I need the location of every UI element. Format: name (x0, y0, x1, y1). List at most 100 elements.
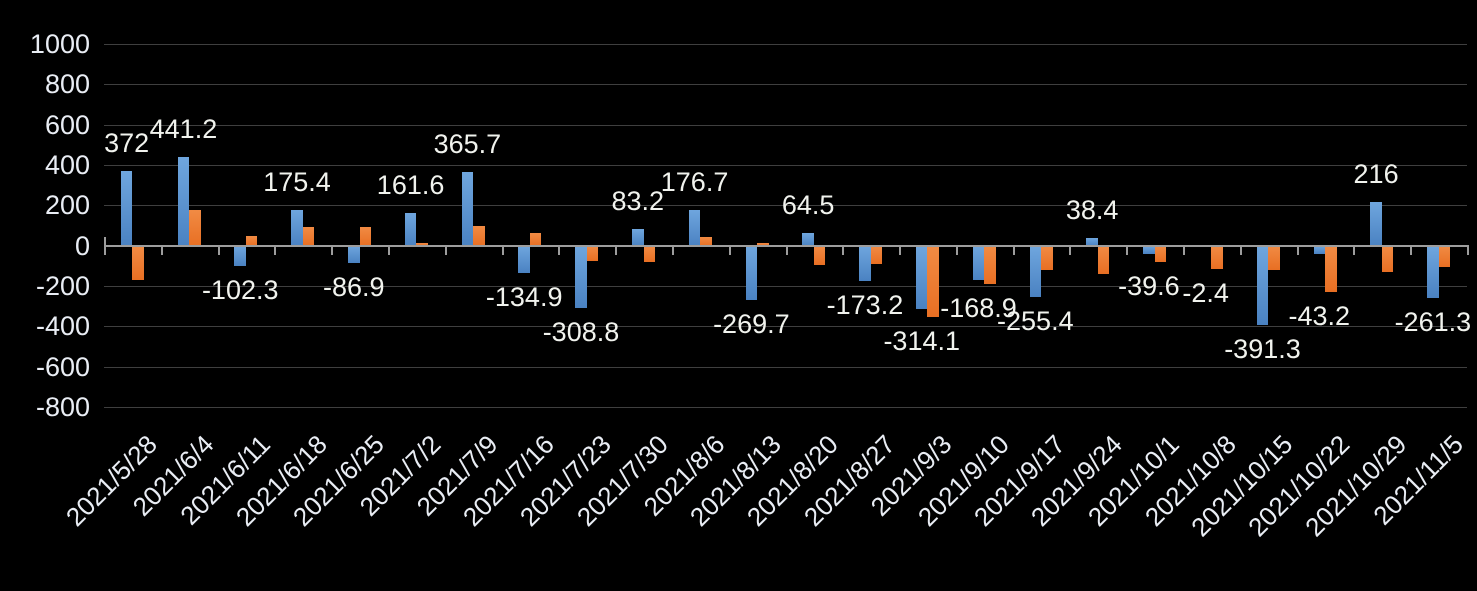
data-label: -134.9 (485, 281, 563, 312)
y-axis-tick-label: 1000 (29, 29, 90, 59)
data-label: -255.4 (997, 306, 1074, 337)
blue-bar (348, 245, 360, 264)
blue-bar (1086, 237, 1098, 246)
data-label: -39.6 (1118, 270, 1180, 301)
axis-tick (444, 246, 447, 255)
y-axis-tick-label: 400 (44, 150, 90, 180)
axis-tick (1353, 246, 1356, 255)
orange-bar (927, 245, 939, 318)
orange-bar (416, 242, 428, 246)
orange-bar (586, 245, 599, 261)
gridline (104, 407, 1467, 408)
axis-tick (955, 246, 958, 255)
orange-bar (1325, 245, 1337, 293)
orange-bar (757, 242, 769, 246)
axis-tick (1467, 246, 1469, 255)
orange-bar (870, 245, 883, 264)
axis-tick (104, 236, 106, 255)
axis-tick (899, 246, 902, 255)
blue-bar (745, 245, 758, 301)
gridline (104, 326, 1467, 328)
axis-tick (785, 246, 788, 255)
orange-bar (700, 236, 712, 246)
orange-bar (473, 225, 485, 246)
axis-tick (671, 246, 674, 255)
orange-bar (189, 210, 201, 246)
blue-bar (177, 156, 190, 246)
blue-bar (461, 171, 474, 246)
gridline (104, 286, 1467, 287)
orange-bar (1097, 245, 1110, 274)
orange-bar (1381, 245, 1394, 272)
orange-bar (245, 235, 258, 246)
blue-bar (1427, 245, 1439, 299)
axis-tick (1410, 246, 1413, 255)
data-label: -314.1 (883, 326, 960, 357)
orange-bar (813, 245, 826, 265)
data-label: 83.2 (611, 185, 665, 216)
gridline (104, 205, 1467, 207)
blue-bar (234, 245, 246, 267)
orange-bar (1041, 245, 1053, 270)
blue-bar (1029, 245, 1042, 298)
gridline (104, 84, 1467, 86)
orange-bar (1268, 245, 1280, 270)
orange-bar (359, 226, 372, 246)
gridline (104, 44, 1467, 45)
data-label: 161.6 (376, 170, 445, 201)
y-axis-tick-label: 600 (44, 109, 90, 140)
axis-tick (1296, 246, 1299, 255)
data-label: -261.3 (1394, 307, 1472, 338)
data-label: -43.2 (1288, 301, 1351, 332)
data-label: 441.2 (149, 113, 218, 144)
x-axis-line (104, 244, 1469, 247)
blue-bar (575, 245, 587, 308)
y-axis-tick-label: -200 (35, 271, 90, 301)
axis-tick (1012, 246, 1015, 255)
blue-bar (120, 170, 133, 246)
data-label: 176.7 (660, 167, 729, 198)
blue-bar (972, 245, 985, 280)
blue-bar (291, 210, 303, 246)
blue-bar (632, 228, 644, 246)
blue-bar (1143, 245, 1155, 254)
axis-tick (160, 246, 163, 255)
blue-bar (915, 245, 928, 309)
axis-tick (217, 246, 220, 255)
blue-bar (688, 210, 701, 246)
axis-tick (1126, 246, 1129, 255)
data-label: 372 (104, 127, 150, 158)
blue-bar (802, 232, 814, 246)
axis-tick (1239, 246, 1242, 255)
orange-bar (132, 245, 144, 280)
orange-bar (302, 226, 315, 246)
orange-bar (984, 245, 996, 284)
orange-bar (1211, 245, 1223, 269)
axis-tick (728, 246, 731, 255)
blue-bar (1313, 245, 1326, 255)
orange-bar (1438, 245, 1451, 267)
axis-tick (331, 246, 334, 255)
blue-bar (518, 245, 530, 273)
data-label: -308.8 (542, 316, 620, 347)
axis-tick (842, 246, 845, 255)
axis-tick (501, 246, 504, 255)
y-axis-tick-label: -400 (35, 311, 90, 342)
y-axis-tick-label: 200 (44, 190, 90, 221)
data-label: 365.7 (433, 128, 502, 159)
blue-bar (1256, 245, 1269, 325)
data-label: 216 (1353, 159, 1399, 190)
axis-tick (387, 246, 390, 255)
data-label: -168.9 (940, 292, 1017, 323)
data-label: -269.7 (713, 309, 790, 340)
data-label: 38.4 (1065, 194, 1119, 225)
gridline (104, 366, 1467, 368)
blue-bar (404, 213, 417, 246)
y-axis-tick-label: 0 (74, 230, 90, 261)
orange-bar (1154, 245, 1167, 262)
data-label: -86.9 (323, 272, 385, 303)
orange-bar (643, 245, 656, 262)
axis-tick (274, 246, 277, 255)
axis-tick (1069, 246, 1072, 255)
